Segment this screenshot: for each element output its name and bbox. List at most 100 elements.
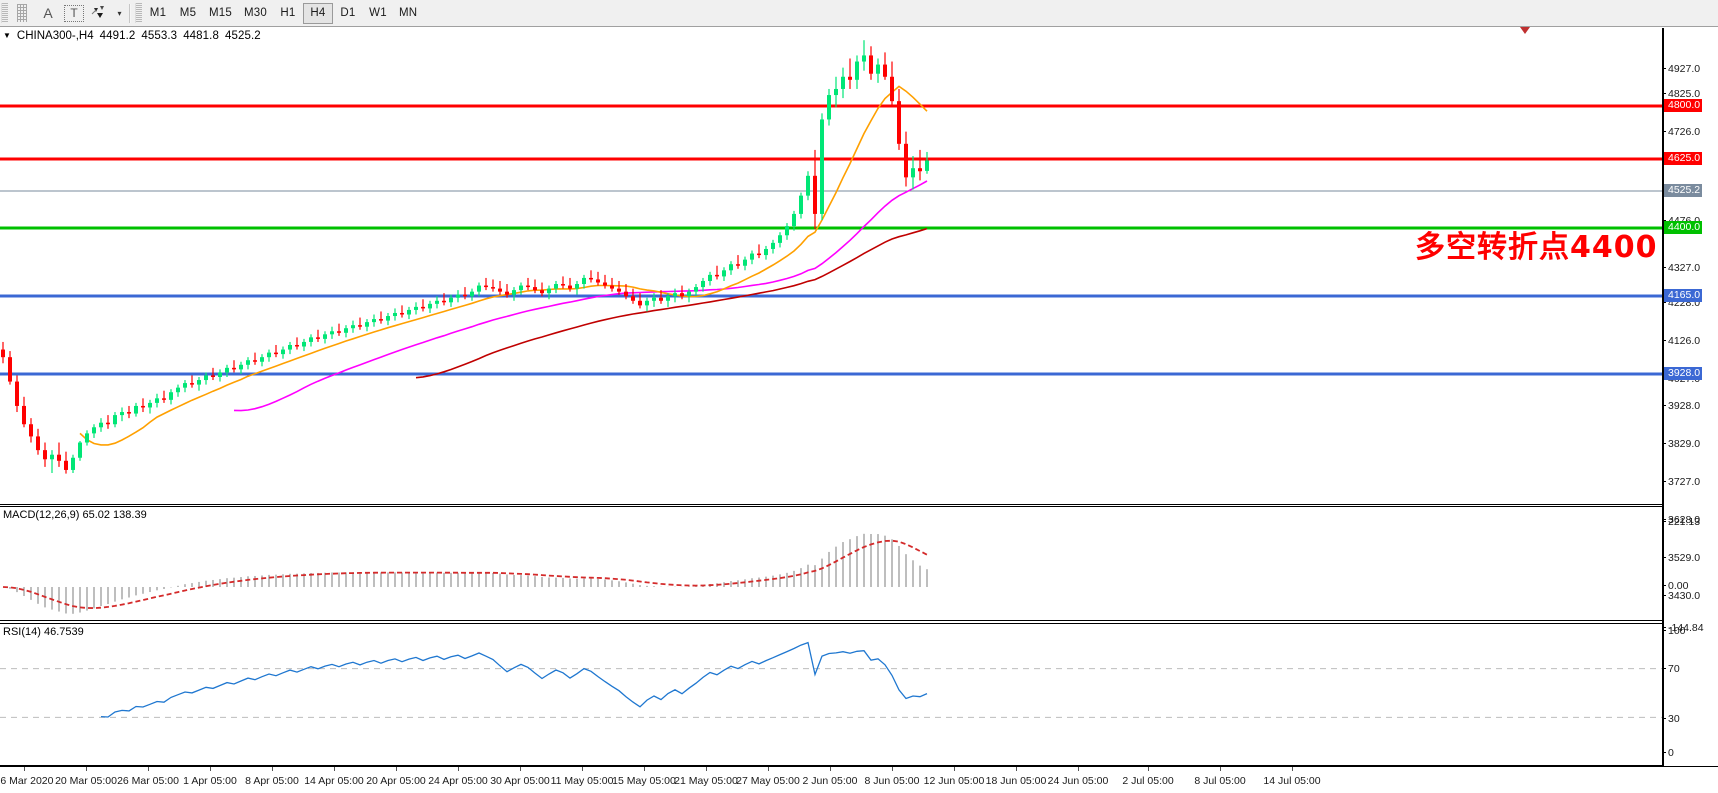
- timeframe-h1[interactable]: H1: [280, 7, 296, 19]
- tick-dash: [1662, 519, 1666, 520]
- tick-label: 4726.0: [1668, 126, 1701, 138]
- macd-histogram: [9, 533, 928, 614]
- price-level-tag-4525.2[interactable]: 4525.2: [1664, 184, 1703, 197]
- tick-label: 100: [1668, 625, 1686, 637]
- time-axis-label: 24 Apr 05:00: [428, 775, 488, 787]
- candle-series: [1, 40, 929, 474]
- tick-dash: [1662, 718, 1666, 719]
- tick-label: 0: [1668, 747, 1674, 759]
- time-axis-label: 8 Jun 05:00: [864, 775, 920, 787]
- timeframe-d1[interactable]: D1: [340, 7, 356, 19]
- price-level-tag-4625.0[interactable]: 4625.0: [1664, 152, 1703, 165]
- tick-dash: [1662, 131, 1666, 132]
- tick-label: 4126.0: [1668, 335, 1701, 347]
- tick-dash: [1662, 521, 1666, 522]
- price-tick-3628.0: 3628.0: [1662, 514, 1700, 526]
- time-tick: [768, 767, 769, 771]
- tick-label: 3430.0: [1668, 590, 1701, 602]
- tick-dash: [1662, 340, 1666, 341]
- time-axis-label: 15 May 05:00: [612, 775, 676, 787]
- tick-dash: [1662, 595, 1666, 596]
- time-axis-label: 24 Jun 05:00: [1047, 775, 1109, 787]
- chart-collapse-icon[interactable]: ▼: [3, 31, 11, 40]
- time-axis-label: 8 Jul 05:00: [1194, 775, 1246, 787]
- ohlc-low: 4481.8: [183, 30, 219, 42]
- price-level-tag-4400.0[interactable]: 4400.0: [1664, 221, 1703, 234]
- text-object-icon[interactable]: T: [61, 2, 87, 25]
- price-tick-3829.0: 3829.0: [1662, 438, 1700, 450]
- price-scale[interactable]: 4927.04825.04726.04625.04525.24476.04327…: [1662, 27, 1718, 767]
- dropdown-caret-icon[interactable]: ▾: [117, 8, 122, 18]
- toolbar-grip-2[interactable]: [135, 3, 142, 23]
- time-tick: [210, 767, 211, 771]
- crosshair-dotted-icon[interactable]: [9, 2, 35, 25]
- timeframe-mn[interactable]: MN: [398, 7, 418, 19]
- tick-label: 3928.0: [1668, 400, 1701, 412]
- price-tick-3727.0: 3727.0: [1662, 476, 1700, 488]
- tick-label: 4327.0: [1668, 262, 1701, 274]
- timeframe-m15[interactable]: M15: [209, 7, 232, 19]
- time-axis-label: 14 Jul 05:00: [1263, 775, 1321, 787]
- price-tick-4726.0: 4726.0: [1662, 126, 1700, 138]
- timeframe-h4[interactable]: H4: [302, 2, 333, 24]
- time-axis-label: 8 Apr 05:00: [245, 775, 299, 787]
- price-tick-3430.0: 3430.0: [1662, 590, 1700, 602]
- text-object-glyph: T: [70, 6, 78, 20]
- price-level-tag-3928.0[interactable]: 3928.0: [1664, 367, 1703, 380]
- time-axis-label: 27 May 05:00: [736, 775, 800, 787]
- toolbar-separator: [129, 3, 131, 23]
- symbol-info-bar: ▼ CHINA300-,H4 4491.2 4553.3 4481.8 4525…: [0, 28, 261, 44]
- ma-slow-red-line: [415, 227, 928, 379]
- timeframe-m30[interactable]: M30: [243, 7, 267, 19]
- time-tick: [1078, 767, 1079, 771]
- chart-area[interactable]: 多空转折点4400 MACD(12,26,9) 65.02 138.39 RSI…: [0, 27, 1718, 793]
- period-separator-marker: [1520, 27, 1530, 34]
- indicators-icon[interactable]: [87, 2, 113, 25]
- time-axis-label: 14 Apr 05:00: [304, 775, 364, 787]
- price-level-tag-4165.0[interactable]: 4165.0: [1664, 289, 1703, 302]
- text-label-icon[interactable]: A: [35, 2, 61, 25]
- rsi-tick-0: 0: [1662, 747, 1674, 759]
- time-tick: [582, 767, 583, 771]
- time-tick: [644, 767, 645, 771]
- tick-dash: [1662, 93, 1666, 94]
- toolbar: A T ▾ M1 M5 M15 M30 H1 H4 D1 W1 MN: [0, 0, 1718, 27]
- timeframe-m5[interactable]: M5: [179, 7, 197, 19]
- macd-signal-line: [2, 539, 928, 610]
- tick-label: 3529.0: [1668, 552, 1701, 564]
- timeframe-m1[interactable]: M1: [149, 7, 167, 19]
- tick-label: 30: [1668, 713, 1680, 725]
- price-tick-3529.0: 3529.0: [1662, 552, 1700, 564]
- rsi-pane[interactable]: RSI(14) 46.7539: [0, 623, 1662, 766]
- tick-dash: [1662, 585, 1666, 586]
- tick-dash: [1662, 630, 1666, 631]
- tick-dash: [1662, 481, 1666, 482]
- rsi-plot: [0, 641, 1662, 718]
- price-pane[interactable]: 多空转折点4400: [0, 28, 1662, 505]
- time-tick: [520, 767, 521, 771]
- macd-pane[interactable]: MACD(12,26,9) 65.02 138.39: [0, 506, 1662, 621]
- price-plot: [0, 40, 1662, 474]
- rsi-tick-70: 70: [1662, 663, 1680, 675]
- crosshair-glyph: [17, 4, 27, 22]
- time-tick: [86, 767, 87, 771]
- time-tick: [1292, 767, 1293, 771]
- tick-dash: [1662, 557, 1666, 558]
- rsi-title: RSI(14) 46.7539: [3, 626, 84, 638]
- time-axis[interactable]: 16 Mar 2020 20 Mar 05:00 26 Mar 05:00 1 Apr…: [0, 766, 1718, 793]
- macd-tick-221.13: 221.13: [1662, 516, 1700, 528]
- time-tick: [334, 767, 335, 771]
- symbol-timeframe-label: CHINA300-,H4: [16, 30, 94, 42]
- time-axis-label: 1 Apr 05:00: [183, 775, 237, 787]
- time-tick: [892, 767, 893, 771]
- ohlc-high: 4553.3: [141, 30, 178, 42]
- tick-dash: [1662, 220, 1666, 221]
- tick-dash: [1662, 302, 1666, 303]
- timeframe-w1[interactable]: W1: [369, 7, 387, 19]
- time-axis-label: 20 Mar 05:00: [55, 775, 117, 787]
- toolbar-grip-1[interactable]: [1, 3, 8, 23]
- time-tick: [1220, 767, 1221, 771]
- price-level-tag-4800.0[interactable]: 4800.0: [1664, 99, 1703, 112]
- price-tick-4126.0: 4126.0: [1662, 335, 1700, 347]
